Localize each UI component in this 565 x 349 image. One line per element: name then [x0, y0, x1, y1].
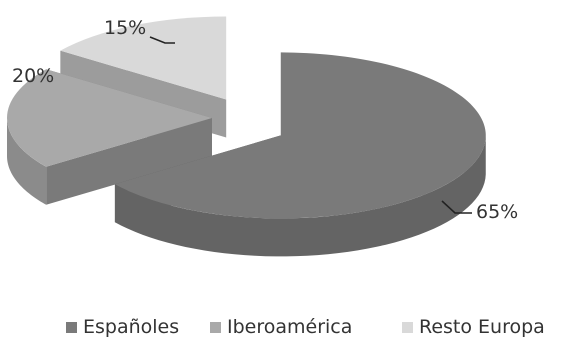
legend-swatch [66, 322, 77, 333]
legend-label: Iberoamérica [227, 316, 352, 338]
legend-label: Resto Europa [419, 316, 545, 338]
data-labels: 65% 20% 15% [12, 17, 518, 223]
pie-slice-espa-oles [114, 52, 486, 257]
slice-top [114, 52, 486, 219]
pie-slices [6, 16, 486, 257]
slice-top [60, 16, 227, 100]
data-label-0: 65% [476, 201, 518, 223]
data-label-2: 15% [104, 17, 146, 39]
legend-swatch [402, 322, 413, 333]
slice-rim [114, 136, 486, 257]
data-label-1: 20% [12, 65, 54, 87]
slice-rim [7, 118, 47, 205]
legend-label: Españoles [83, 316, 179, 338]
legend: Españoles Iberoamérica Resto Europa [66, 316, 545, 338]
label-leader-line [441, 200, 472, 214]
pie-slice-iberoam-rica [6, 69, 213, 205]
legend-swatch [210, 322, 221, 333]
slice-top [6, 69, 213, 167]
label-leader-line [149, 36, 175, 44]
